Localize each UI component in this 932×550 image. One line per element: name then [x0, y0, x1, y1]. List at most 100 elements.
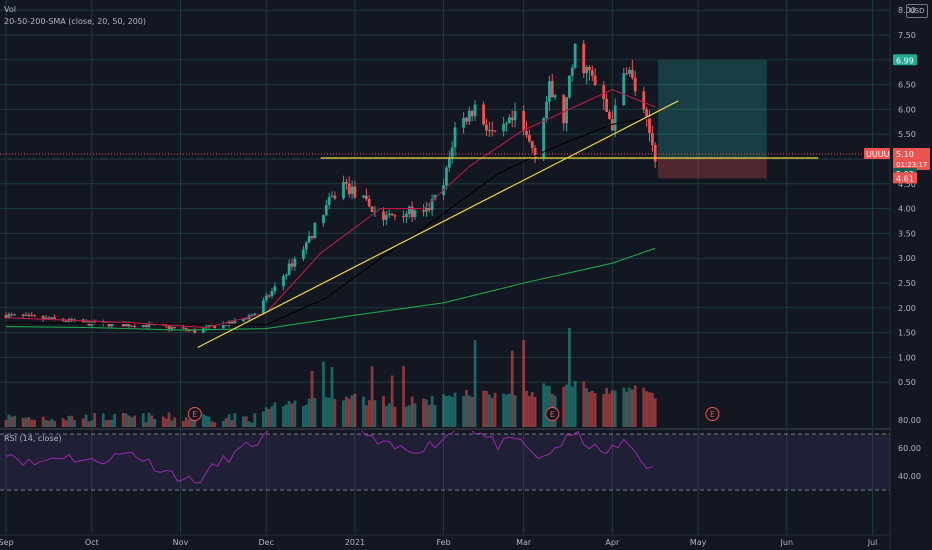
volume-bar: [324, 397, 328, 427]
candle-body: [542, 118, 546, 158]
time-tick-label: Jul: [867, 538, 878, 547]
volume-bar: [473, 340, 477, 427]
candle-body: [127, 323, 131, 327]
candle-body: [568, 75, 571, 98]
earnings-marker: [187, 407, 202, 421]
candle-body: [144, 325, 148, 327]
volume-bar: [502, 393, 506, 427]
currency-badge[interactable]: USD: [906, 4, 928, 18]
candle-body: [307, 236, 311, 243]
volume-bar: [370, 366, 374, 427]
candle-body: [622, 73, 626, 106]
candle-body: [293, 258, 297, 267]
volume-bar: [364, 405, 368, 427]
volume-bar: [293, 400, 297, 427]
volume-bar: [568, 327, 571, 427]
countdown-tag: 01:23:17: [896, 161, 927, 169]
volume-bar: [133, 415, 137, 427]
candle-body: [310, 236, 314, 238]
candle-body: [467, 110, 471, 122]
volume-bar: [628, 387, 631, 427]
time-tick-label: Sep: [0, 538, 14, 547]
volume-bar: [250, 422, 254, 427]
volume-bar: [84, 414, 88, 427]
volume-bar: [450, 396, 454, 427]
candle-body: [44, 317, 48, 320]
volume-bar: [482, 390, 486, 427]
candle-body: [330, 195, 334, 197]
volume-bar: [13, 415, 16, 427]
volume-bar: [610, 390, 614, 427]
volume-bar: [50, 419, 54, 427]
last-price-tag: 5.10: [896, 150, 914, 159]
candle-body: [264, 295, 268, 301]
volume-bar: [427, 404, 431, 427]
last-price-tag-bg: [893, 148, 930, 171]
candle-body: [462, 117, 465, 128]
volume-bar: [207, 416, 211, 427]
candle-body: [173, 327, 177, 329]
volume-bar: [304, 404, 308, 427]
candle-body: [167, 326, 171, 329]
candle-body: [333, 195, 337, 199]
candle-body: [104, 322, 108, 324]
candle-body: [453, 127, 457, 148]
volume-bar: [181, 420, 185, 427]
volume-bar: [64, 420, 68, 427]
volume-bar: [413, 403, 417, 427]
volume-bar: [190, 417, 194, 427]
volume-bar: [642, 387, 646, 427]
candle-body: [510, 117, 514, 121]
candle-body: [187, 330, 191, 332]
candle-body: [550, 81, 554, 98]
volume-bar: [602, 393, 606, 427]
candle-body: [324, 205, 328, 216]
candle-body: [47, 317, 51, 319]
volume-bar: [101, 413, 105, 427]
volume-bar: [548, 385, 551, 427]
candle-body: [487, 130, 491, 132]
candle-body: [84, 321, 88, 323]
grid-lines: [0, 0, 891, 550]
candle-body: [433, 194, 437, 200]
volume-bar: [44, 419, 48, 427]
candle-body: [588, 67, 591, 71]
candle-body: [13, 314, 16, 316]
price-tick-label: 0.50: [898, 378, 916, 387]
candle-body: [221, 324, 225, 329]
candle-body: [4, 315, 8, 318]
volume-bar: [184, 417, 188, 427]
candle-body: [473, 104, 477, 117]
candle-body: [427, 208, 431, 211]
candle-body: [244, 318, 248, 320]
candle-body: [50, 317, 54, 319]
volume-bar: [47, 420, 51, 427]
trendline-rising: [197, 100, 679, 349]
candle-body: [513, 111, 517, 121]
candle-body: [270, 291, 274, 297]
volume-bar: [173, 417, 177, 427]
volume-bar: [393, 406, 397, 427]
candle-body: [207, 325, 211, 327]
rsi-legend: RSI (14, close): [4, 434, 62, 443]
volume-bar: [330, 367, 334, 427]
volume-bar: [485, 391, 488, 427]
candle-body: [642, 91, 646, 110]
volume-bar: [30, 419, 34, 427]
volume-bar: [90, 420, 94, 427]
volume-bar: [342, 400, 345, 427]
rsi-band: [0, 434, 890, 490]
volume-bar: [527, 395, 531, 427]
volume-bar: [24, 417, 28, 427]
time-tick-label: Oct: [85, 538, 99, 547]
ticker-tag: UUUU: [866, 150, 890, 159]
volume-bar: [224, 418, 228, 427]
time-tick-label: Jun: [780, 538, 794, 547]
price-tick-label: 4.00: [898, 205, 916, 214]
candle-body: [502, 124, 506, 132]
volume-bar: [505, 394, 508, 427]
volume-bar: [633, 385, 637, 427]
volume-bar: [201, 414, 205, 427]
